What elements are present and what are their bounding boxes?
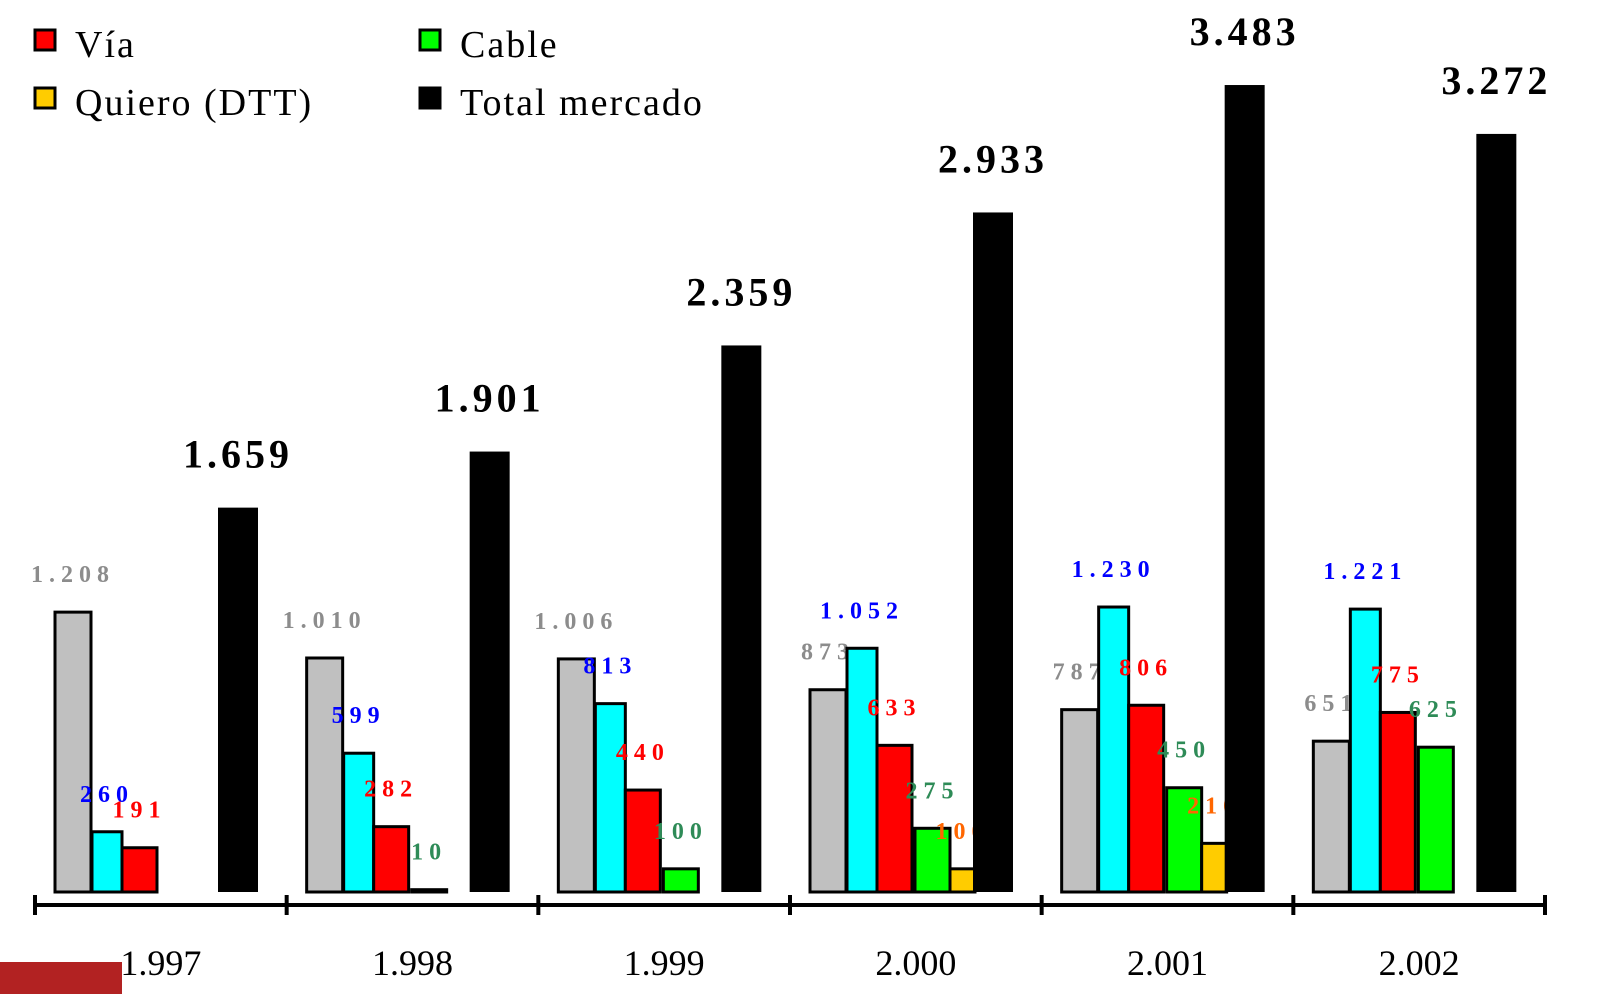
bar <box>948 867 977 894</box>
bar <box>1165 786 1204 894</box>
bar <box>218 507 258 892</box>
bar <box>875 743 914 894</box>
bar <box>1060 708 1100 894</box>
value-label: 625 <box>1409 697 1463 723</box>
bar <box>1348 607 1382 894</box>
total-label: 3.483 <box>1190 9 1300 54</box>
value-label: 1.010 <box>283 608 367 634</box>
total-label: 1.659 <box>183 432 293 477</box>
legend-label: Quiero (DTT) <box>75 82 313 124</box>
legend-label: Total mercado <box>460 82 704 124</box>
bar <box>120 846 159 894</box>
legend-label: Cable <box>460 24 559 66</box>
legend-swatch <box>33 86 57 110</box>
bar <box>1311 739 1351 894</box>
legend-swatch <box>418 86 442 110</box>
value-label: 100 <box>654 819 708 845</box>
legend-swatch <box>418 28 442 52</box>
bar <box>469 451 510 892</box>
legend-label: Vía <box>75 24 136 66</box>
value-label: 282 <box>364 777 418 803</box>
bar <box>973 212 1013 892</box>
bar <box>1127 703 1166 894</box>
value-label: 787 <box>1053 660 1107 686</box>
bar <box>913 826 952 894</box>
bar <box>845 646 879 894</box>
bar <box>623 788 662 894</box>
bar <box>90 830 124 894</box>
x-tick-label: 1.998 <box>372 943 453 983</box>
bar <box>305 656 345 894</box>
total-label: 3.272 <box>1441 58 1551 103</box>
value-label: 1.221 <box>1323 559 1407 585</box>
value-label: 260 <box>80 782 134 808</box>
bar <box>1378 710 1417 894</box>
value-label: 599 <box>332 703 386 729</box>
value-label: 633 <box>868 695 922 721</box>
value-label: 873 <box>801 640 855 666</box>
bar <box>53 610 93 894</box>
bar <box>1097 605 1131 894</box>
bar <box>1476 133 1517 893</box>
value-label: 1.052 <box>820 598 904 624</box>
x-tick-label: 1.997 <box>120 943 201 983</box>
value-label: 191 <box>113 798 167 824</box>
x-tick-label: 2.002 <box>1379 943 1460 983</box>
bar <box>808 688 848 894</box>
bar <box>1224 85 1265 893</box>
total-label: 2.359 <box>686 269 796 314</box>
bar <box>661 867 700 894</box>
bar <box>410 888 449 894</box>
value-label: 813 <box>583 654 637 680</box>
value-label: 651 <box>1304 691 1358 717</box>
value-label: 275 <box>906 778 960 804</box>
x-tick-label: 2.000 <box>875 943 956 983</box>
legend-swatch <box>33 28 57 52</box>
bar <box>1200 841 1229 894</box>
bar <box>342 751 376 894</box>
x-tick-label: 1.999 <box>624 943 705 983</box>
value-label: 450 <box>1157 738 1211 764</box>
value-label: 1.208 <box>31 562 115 588</box>
bar <box>372 825 411 894</box>
bar <box>1416 745 1455 894</box>
value-label: 10 <box>411 840 447 866</box>
value-label: 1.006 <box>534 609 618 635</box>
x-tick-label: 2.001 <box>1127 943 1208 983</box>
total-label: 1.901 <box>435 376 545 421</box>
bar <box>556 657 596 894</box>
value-label: 806 <box>1119 655 1173 681</box>
value-label: 440 <box>616 740 670 766</box>
bar <box>593 702 627 894</box>
logo <box>0 962 122 994</box>
total-label: 2.933 <box>938 136 1048 181</box>
value-label: 1.230 <box>1072 557 1156 583</box>
bar <box>721 345 762 892</box>
value-label: 775 <box>1371 662 1425 688</box>
